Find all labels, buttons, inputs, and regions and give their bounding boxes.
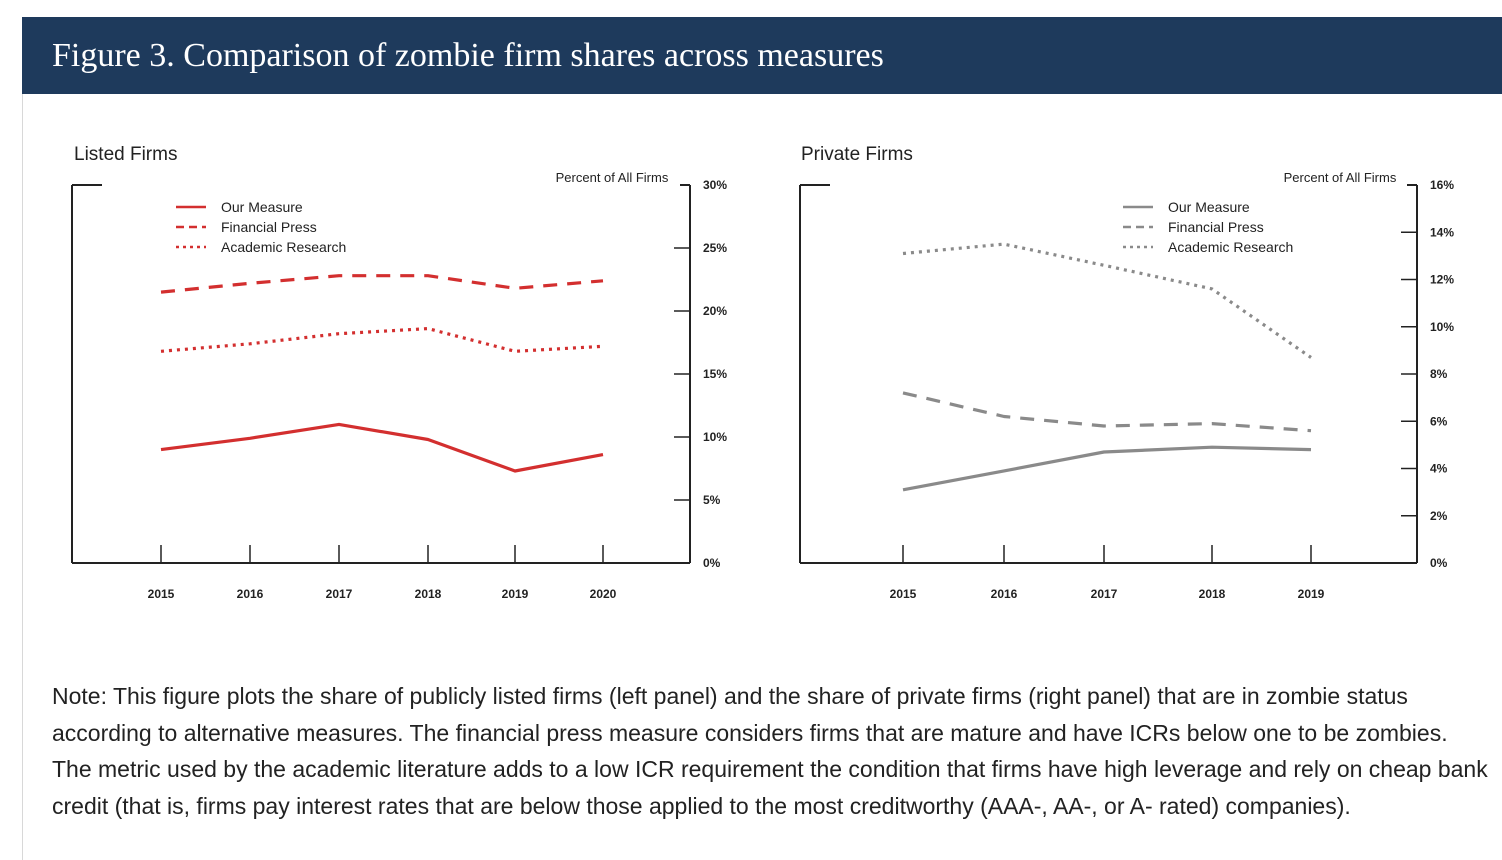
chart1-xtick-label: 2017 [1091, 587, 1118, 601]
chart0-xtick-label: 2020 [590, 587, 617, 601]
chart1-ylabel: Percent of All Firms [1284, 170, 1397, 185]
chart0-xtick-label: 2017 [326, 587, 353, 601]
chart1-xtick-label: 2016 [991, 587, 1018, 601]
chart0-ytick-label: 20% [703, 304, 727, 318]
chart0-series-academic-research [160, 327, 604, 353]
chart1-ytick-label: 10% [1430, 320, 1454, 334]
chart0-title: Listed Firms [74, 144, 177, 165]
chart0-legend-label: Financial Press [221, 219, 317, 235]
chart1-legend-label: Academic Research [1168, 239, 1293, 255]
chart0-ytick-label: 5% [703, 493, 721, 507]
chart1-title: Private Firms [801, 144, 913, 165]
chart1-ytick-label: 12% [1430, 273, 1454, 287]
chart1-xtick-label: 2018 [1199, 587, 1226, 601]
charts-svg: Listed Firms Percent of All Firms 0% 5% 10% 1… [71, 144, 1454, 601]
chart0-xtick-label: 2016 [237, 587, 264, 601]
chart0-ytick-label: 10% [703, 430, 727, 444]
chart0-xtick-label: 2019 [502, 587, 529, 601]
chart0-ytick-label: 15% [703, 367, 727, 381]
chart1-legend-label: Financial Press [1168, 219, 1264, 235]
chart1-xtick-label: 2015 [890, 587, 917, 601]
chart0-series-our-measure [160, 422, 604, 473]
chart1-ytick-label: 14% [1430, 225, 1454, 239]
chart0-ytick-label: 0% [703, 556, 721, 570]
chart0-xtick-label: 2018 [415, 587, 442, 601]
figure-title: Figure 3. Comparison of zombie firm shar… [52, 37, 884, 74]
chart1-series-academic-research [902, 242, 1312, 359]
chart0-legend-label: Academic Research [221, 239, 346, 255]
figure-header: Figure 3. Comparison of zombie firm shar… [22, 17, 1502, 94]
chart1-ytick-label: 6% [1430, 414, 1448, 428]
chart1-series-financial-press [902, 391, 1312, 433]
chart1-ytick-label: 16% [1430, 178, 1454, 192]
chart1-series-our-measure [902, 445, 1312, 492]
chart0-ytick-label: 30% [703, 178, 727, 192]
chart1-ytick-label: 2% [1430, 509, 1448, 523]
chart0-legend-label: Our Measure [221, 199, 303, 215]
figure-note: Note: This figure plots the share of pub… [52, 683, 1488, 819]
chart0-ylabel: Percent of All Firms [556, 170, 669, 185]
chart0-ytick-label: 25% [703, 241, 727, 255]
chart1-ytick-label: 8% [1430, 367, 1448, 381]
chart1-ytick-label: 4% [1430, 462, 1448, 476]
chart1-xtick-label: 2019 [1298, 587, 1325, 601]
chart1-legend-label: Our Measure [1168, 199, 1250, 215]
chart1-ytick-label: 0% [1430, 556, 1448, 570]
chart0-series-financial-press [160, 274, 604, 294]
chart0-xtick-label: 2015 [148, 587, 175, 601]
